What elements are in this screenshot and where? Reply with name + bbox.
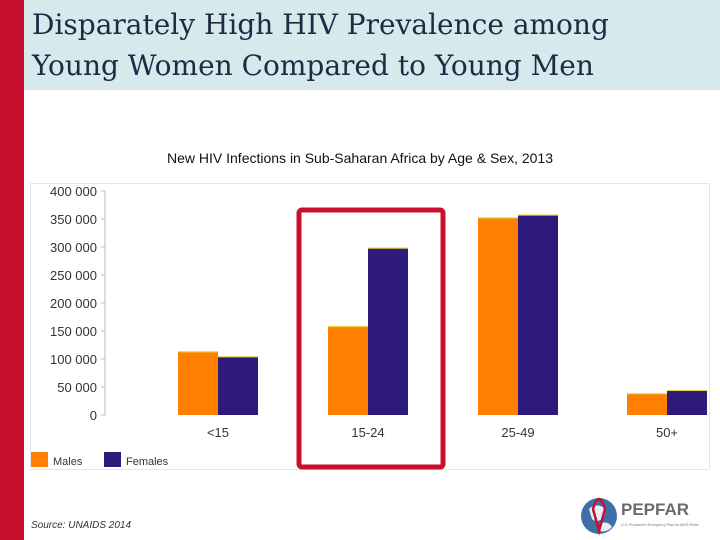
slide-title-line-2: Young Women Compared to Young Men [32, 49, 594, 82]
y-tick-label: 50 000 [57, 380, 97, 395]
logo-tagline: U.S. President's Emergency Plan for AIDS… [621, 523, 699, 527]
bar-males-3 [627, 393, 667, 415]
y-tick-label: 100 000 [50, 352, 97, 367]
pepfar-logo: PEPFAR U.S. President's Emergency Plan f… [581, 497, 699, 536]
bar-females-1 [368, 248, 408, 415]
slide-title: Disparately High HIV Prevalence among Yo… [32, 4, 609, 86]
x-tick-label: 15-24 [351, 425, 384, 440]
bar-males-1 [328, 326, 368, 415]
y-tick-label: 250 000 [50, 268, 97, 283]
legend-label-females: Females [126, 456, 169, 468]
logo-wordmark: PEPFAR [621, 500, 689, 519]
bar-females-2 [518, 215, 558, 415]
red-ribbon-icon [591, 497, 607, 536]
y-tick-label: 200 000 [50, 296, 97, 311]
highlight-box [296, 207, 446, 470]
legend-label-males: Males [53, 456, 83, 468]
title-band [24, 0, 720, 90]
legend-swatch-males [31, 452, 48, 467]
chart-title: New HIV Infections in Sub-Saharan Africa… [167, 150, 553, 166]
source-note: Source: UNAIDS 2014 [31, 520, 132, 531]
bar-males-0 [178, 351, 218, 415]
bar-females-3 [667, 390, 707, 415]
slide-title-line-1: Disparately High HIV Prevalence among [32, 8, 609, 41]
legend-swatch-females [104, 452, 121, 467]
y-tick-label: 400 000 [50, 184, 97, 199]
y-tick-label: 0 [90, 408, 97, 423]
y-tick-label: 150 000 [50, 324, 97, 339]
bar-females-0 [218, 356, 258, 415]
x-tick-label: 50+ [656, 425, 678, 440]
x-tick-label: 25-49 [501, 425, 534, 440]
slide-accent-bar [0, 0, 24, 540]
y-tick-label: 350 000 [50, 212, 97, 227]
y-tick-label: 300 000 [50, 240, 97, 255]
bar-males-2 [478, 217, 518, 415]
x-tick-label: <15 [207, 425, 229, 440]
